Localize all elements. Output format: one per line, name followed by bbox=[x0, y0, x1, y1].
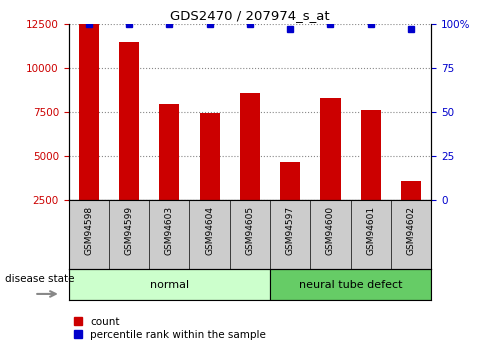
Bar bbox=[280, 162, 300, 244]
Text: GSM94598: GSM94598 bbox=[84, 206, 93, 255]
Text: GSM94603: GSM94603 bbox=[165, 206, 174, 255]
Bar bbox=[240, 93, 260, 244]
Text: GSM94602: GSM94602 bbox=[407, 206, 416, 255]
Text: neural tube defect: neural tube defect bbox=[299, 280, 402, 289]
Text: GSM94604: GSM94604 bbox=[205, 206, 214, 255]
Bar bbox=[159, 104, 179, 244]
Text: disease state: disease state bbox=[5, 275, 74, 284]
Bar bbox=[119, 42, 139, 244]
Text: GSM94599: GSM94599 bbox=[124, 206, 134, 255]
Text: GSM94601: GSM94601 bbox=[366, 206, 375, 255]
Bar bbox=[199, 113, 220, 244]
Text: GSM94597: GSM94597 bbox=[286, 206, 294, 255]
Bar bbox=[270, 269, 431, 300]
Text: GSM94605: GSM94605 bbox=[245, 206, 254, 255]
Text: GSM94600: GSM94600 bbox=[326, 206, 335, 255]
Title: GDS2470 / 207974_s_at: GDS2470 / 207974_s_at bbox=[170, 9, 330, 22]
Text: normal: normal bbox=[150, 280, 189, 289]
Legend: count, percentile rank within the sample: count, percentile rank within the sample bbox=[74, 317, 267, 340]
Bar bbox=[401, 181, 421, 244]
Bar bbox=[69, 269, 270, 300]
Bar bbox=[361, 110, 381, 244]
Bar bbox=[79, 24, 99, 244]
Bar bbox=[320, 98, 341, 244]
